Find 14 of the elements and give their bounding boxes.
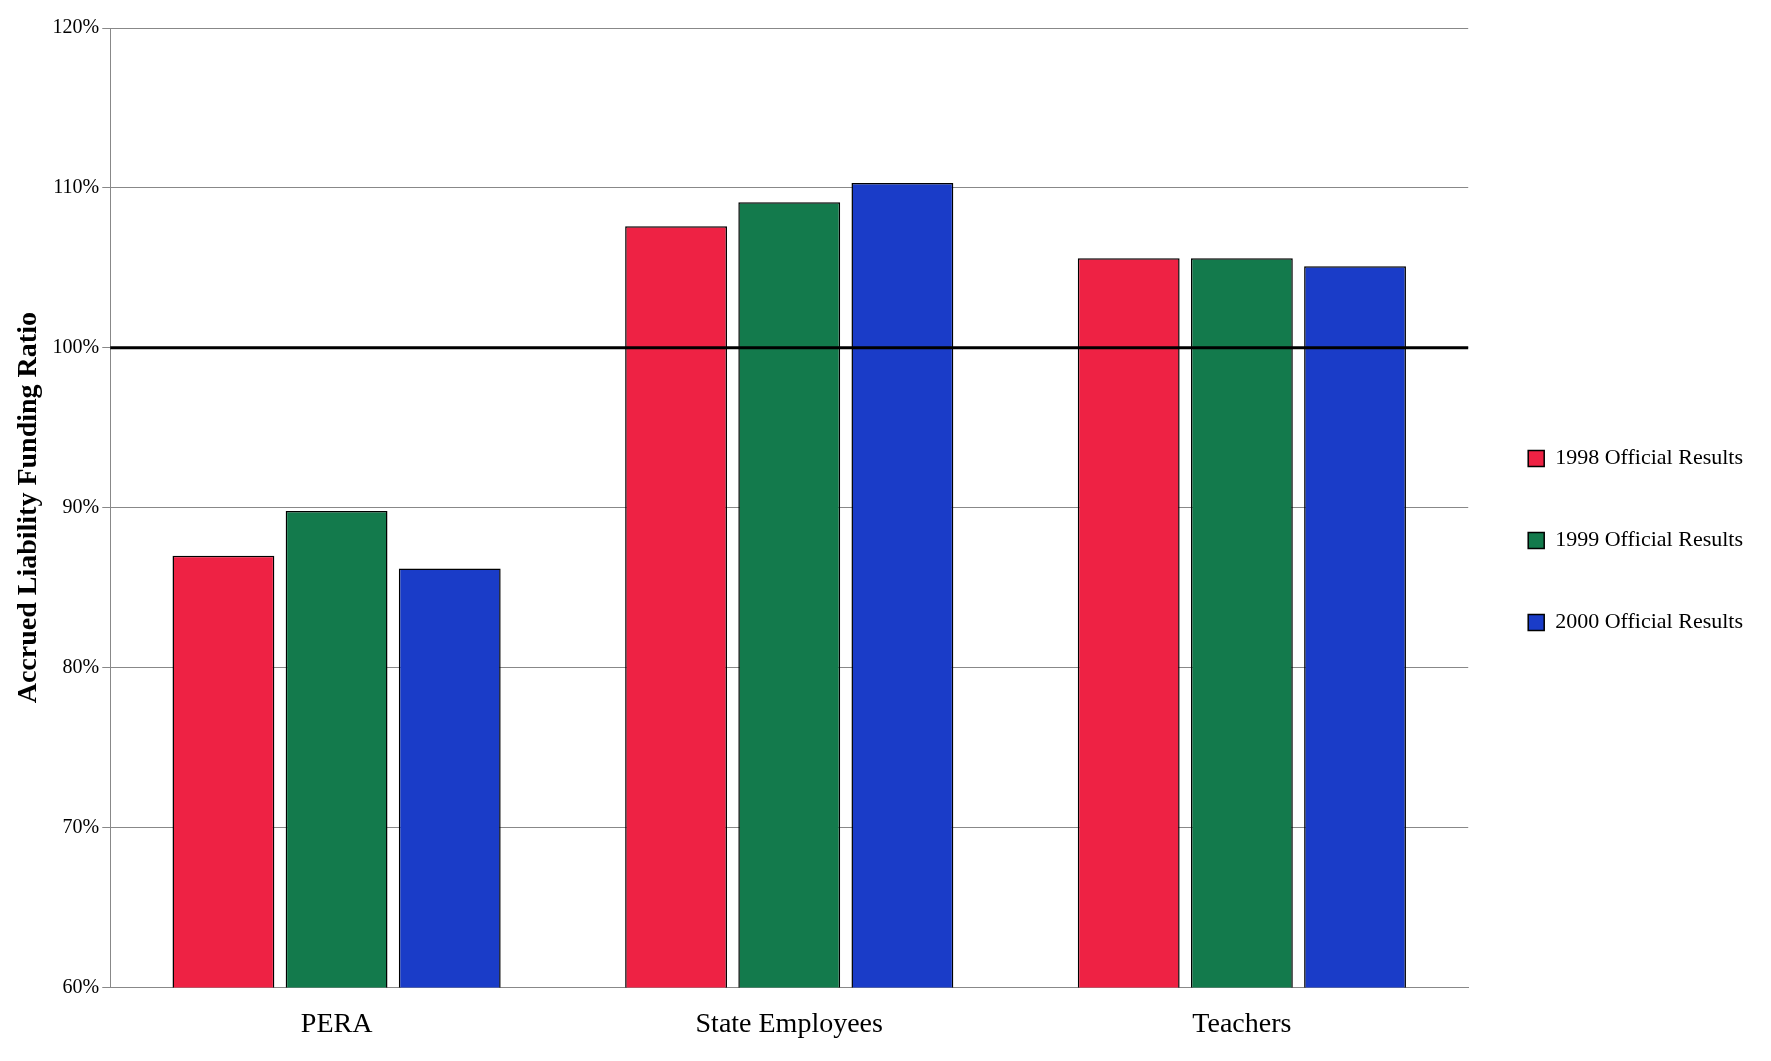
y-tick-label: 80%: [62, 654, 100, 677]
y-tick-label: 110%: [53, 175, 100, 198]
legend-label: 1998 Official Results: [1555, 444, 1743, 470]
y-axis-title: Accrued Liability Funding Ratio: [11, 312, 43, 704]
y-tick-label: 100%: [52, 335, 100, 358]
x-tick-label: Teachers: [1192, 1006, 1292, 1038]
y-tick-label: 120%: [52, 15, 100, 38]
x-tick-label: State Employees: [695, 1006, 883, 1038]
y-tick-label: 70%: [62, 814, 100, 837]
legend-label: 2000 Official Results: [1555, 608, 1743, 634]
y-tick-label: 90%: [62, 494, 100, 517]
x-tick-label: PERA: [300, 1006, 374, 1038]
legend-label: 1999 Official Results: [1555, 526, 1743, 552]
y-tick-label: 60%: [62, 974, 100, 997]
